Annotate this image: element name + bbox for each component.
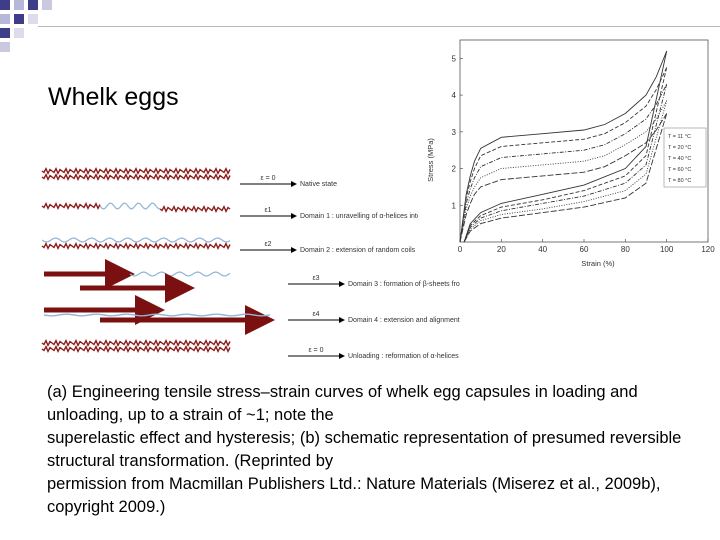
random-coil-strand bbox=[99, 202, 161, 210]
alpha-helix-strand bbox=[41, 172, 231, 182]
y-tick-label: 4 bbox=[452, 91, 457, 100]
legend-box bbox=[663, 127, 707, 188]
caption-line: (a) Engineering tensile stress–strain cu… bbox=[47, 383, 638, 424]
x-tick-label: 20 bbox=[497, 245, 506, 254]
loading-curve-5 bbox=[459, 113, 668, 243]
y-axis-label: Stress (MPa) bbox=[426, 138, 435, 182]
x-tick-label: 120 bbox=[701, 245, 715, 254]
y-tick-label: 3 bbox=[452, 128, 457, 137]
x-tick-label: 80 bbox=[621, 245, 630, 254]
loading-curve-3 bbox=[459, 83, 668, 243]
unloading-curve-4 bbox=[463, 100, 668, 243]
step-label: Unloading : reformation of α-helices bbox=[348, 353, 459, 360]
strain-label: ε = 0 bbox=[261, 175, 276, 182]
step-label: Domain 3 : formation of β-sheets from ra… bbox=[348, 281, 460, 288]
alpha-helix-strand bbox=[41, 166, 231, 176]
step-label: Domain 2 : extension of random coils bbox=[300, 247, 416, 254]
x-tick-label: 100 bbox=[660, 245, 674, 254]
legend-entry: T = 80 °C bbox=[668, 178, 691, 184]
random-coil-strand bbox=[43, 313, 271, 317]
y-tick-label: 5 bbox=[452, 54, 457, 63]
alpha-helix-strand bbox=[159, 204, 231, 214]
strain-label: ε1 bbox=[264, 207, 271, 214]
strain-label: ε4 bbox=[312, 311, 319, 318]
slide-title: Whelk eggs bbox=[48, 82, 179, 111]
x-tick-label: 40 bbox=[538, 245, 547, 254]
structural-transformation-diagram: ε = 0 Native state ε1 Domain 1 : unravellin… bbox=[41, 166, 460, 360]
caption-line: superelastic effect and hysteresis; (b) … bbox=[47, 429, 682, 470]
alpha-helix-strand bbox=[41, 338, 231, 348]
stress-strain-chart: 0 20 40 60 80 100 120 1 2 3 4 5 T = 11 °C T = 20 °C T… bbox=[418, 30, 718, 270]
caption-line: permission from Macmillan Publishers Ltd… bbox=[47, 475, 661, 516]
legend-entry: T = 11 °C bbox=[668, 134, 691, 140]
unloading-curve-1 bbox=[463, 50, 668, 243]
y-tick-label: 1 bbox=[452, 201, 457, 210]
loading-curve-1 bbox=[459, 50, 668, 243]
step-label: Domain 1 : unravelling of α-helices into… bbox=[300, 213, 460, 220]
alpha-helix-strand bbox=[41, 201, 101, 211]
loading-curve-2 bbox=[459, 67, 668, 243]
title-rule bbox=[38, 26, 720, 27]
legend-entry: T = 60 °C bbox=[668, 167, 691, 173]
strain-label: ε3 bbox=[312, 275, 319, 282]
legend-entry: T = 40 °C bbox=[668, 156, 691, 162]
random-coil-strand bbox=[129, 271, 231, 277]
x-axis-label: Strain (%) bbox=[581, 259, 615, 268]
random-coil-strand bbox=[41, 237, 231, 243]
corner-decoration bbox=[0, 0, 52, 52]
strain-label: ε = 0 bbox=[309, 347, 324, 354]
x-tick-label: 0 bbox=[458, 245, 463, 254]
step-label: Native state bbox=[300, 181, 337, 188]
legend-entry: T = 20 °C bbox=[668, 145, 691, 151]
strain-label: ε2 bbox=[264, 241, 271, 248]
alpha-helix-strand bbox=[41, 241, 231, 251]
figure-caption: (a) Engineering tensile stress–strain cu… bbox=[47, 381, 707, 519]
x-tick-label: 60 bbox=[580, 245, 589, 254]
unloading-curve-5 bbox=[463, 113, 668, 243]
unloading-curve-2 bbox=[463, 67, 668, 243]
alpha-helix-strand bbox=[41, 344, 231, 354]
y-tick-label: 2 bbox=[452, 165, 457, 174]
step-label: Domain 4 : extension and alignment of β-… bbox=[348, 317, 460, 324]
loading-curve-4 bbox=[459, 100, 668, 243]
